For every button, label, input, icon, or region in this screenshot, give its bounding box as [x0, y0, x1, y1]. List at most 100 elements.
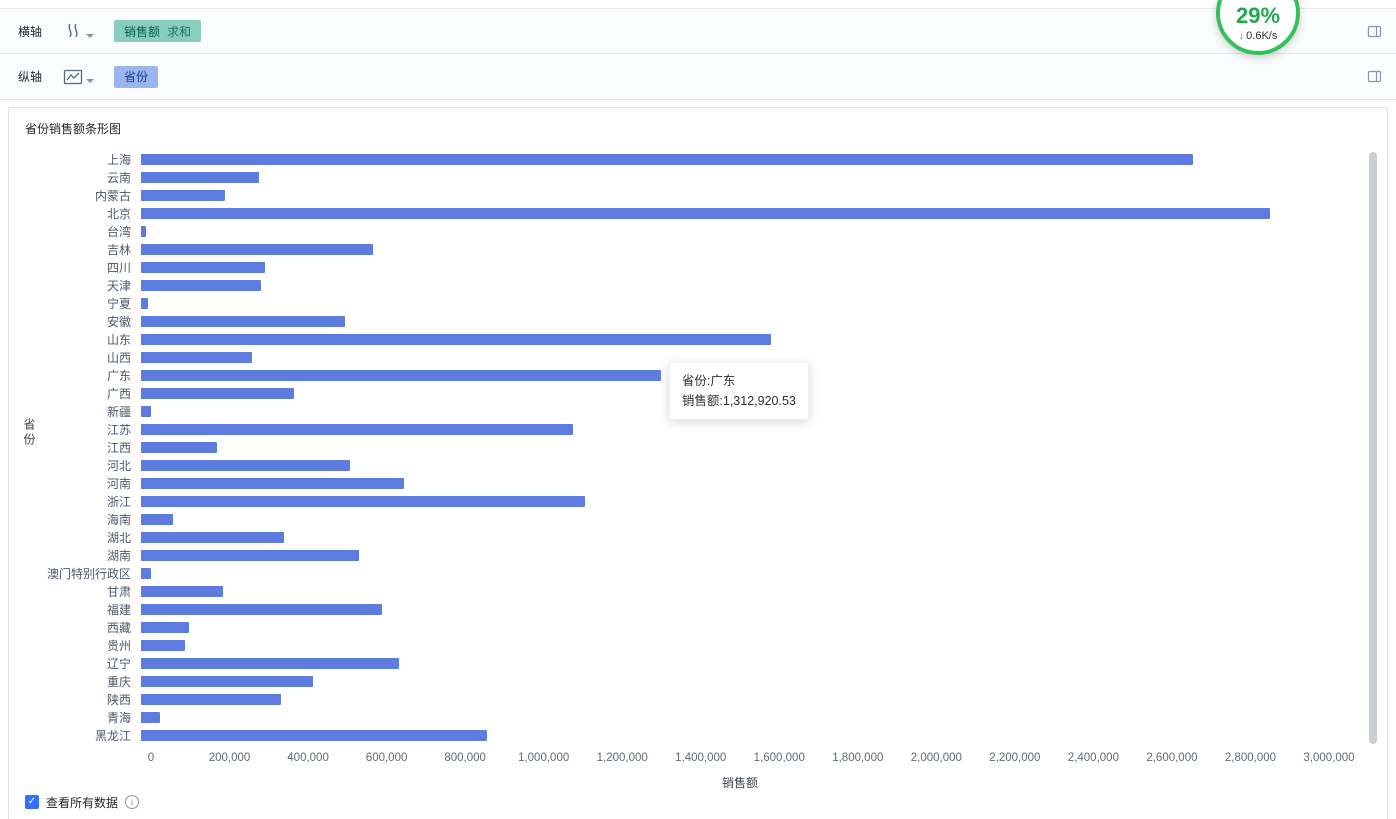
- bar[interactable]: [141, 189, 225, 201]
- bar[interactable]: [141, 153, 1193, 165]
- bar[interactable]: [141, 351, 252, 363]
- bar[interactable]: [141, 171, 259, 183]
- x-tick-label: 2,400,000: [1067, 752, 1119, 764]
- bar[interactable]: [141, 207, 1271, 219]
- bar-distribution-icon: [63, 21, 83, 41]
- bar[interactable]: [141, 711, 160, 723]
- bar[interactable]: [141, 693, 282, 705]
- bar[interactable]: [141, 261, 265, 273]
- chart-tooltip: 省份:广东 销售额:1,312,920.53: [668, 362, 809, 420]
- category-label: 浙江: [106, 494, 131, 509]
- bar[interactable]: [141, 513, 174, 525]
- bar-track: [141, 207, 1329, 219]
- bar-row: 青海: [25, 708, 1329, 726]
- scrollbar-thumb[interactable]: [1369, 152, 1377, 744]
- category-label: 北京: [106, 206, 131, 221]
- category-label: 辽宁: [106, 656, 131, 671]
- bar-track: [141, 387, 1329, 399]
- bar-track: [141, 333, 1329, 345]
- bar[interactable]: [141, 423, 574, 435]
- bar-track: [141, 297, 1329, 309]
- bar-track: [141, 567, 1329, 579]
- x-tick-label: 1,200,000: [596, 752, 648, 764]
- vertical-axis-pills: 省份: [114, 65, 1367, 88]
- axis-settings-icon[interactable]: [1367, 24, 1382, 39]
- bar-row: 河南: [25, 474, 1329, 492]
- category-label: 广西: [106, 386, 131, 401]
- axis-settings-icon[interactable]: [1367, 69, 1382, 84]
- category-label: 澳门特别行政区: [46, 566, 131, 581]
- bar[interactable]: [141, 549, 359, 561]
- bars-area: 上海 云南 内蒙古 北京 台湾 吉林 四川 天津 宁夏 安徽 山东 山西 广东 广西 新疆 江苏 江西 河北 河南浙…: [25, 150, 1329, 744]
- category-label: 海南: [106, 512, 131, 527]
- bar[interactable]: [141, 387, 295, 399]
- bar[interactable]: [141, 315, 345, 327]
- bar-track: [141, 369, 1329, 381]
- bar-row: 广西: [25, 384, 1329, 402]
- field-pill-sales[interactable]: 销售额 求和: [114, 20, 202, 42]
- bar-row: 湖北: [25, 528, 1329, 546]
- chart-type-dropdown[interactable]: [58, 21, 98, 41]
- bar-track: [141, 171, 1329, 183]
- bar-row: 广东: [25, 366, 1329, 384]
- bar[interactable]: [141, 225, 146, 237]
- bar-row: 安徽: [25, 312, 1329, 330]
- bar[interactable]: [141, 459, 350, 471]
- x-tick-label: 2,200,000: [989, 752, 1041, 764]
- bar[interactable]: [141, 603, 382, 615]
- bar[interactable]: [141, 567, 151, 579]
- bar[interactable]: [141, 495, 586, 507]
- bar-row: 贵州: [25, 636, 1329, 654]
- bar-row: 天津: [25, 276, 1329, 294]
- category-label: 内蒙古: [94, 188, 131, 203]
- category-label: 江西: [106, 440, 131, 455]
- category-label: 台湾: [106, 224, 131, 239]
- bar[interactable]: [141, 243, 373, 255]
- bar[interactable]: [141, 729, 487, 741]
- line-chart-icon: [63, 68, 83, 86]
- bar-track: [141, 243, 1329, 255]
- bar[interactable]: [141, 675, 314, 687]
- view-all-data-checkbox[interactable]: [25, 795, 39, 809]
- bar[interactable]: [141, 477, 404, 489]
- x-tick-label: 600,000: [365, 752, 408, 764]
- chart-type-dropdown[interactable]: [58, 68, 98, 86]
- y-axis-title: 省份: [22, 418, 36, 448]
- x-tick-label: 200,000: [208, 752, 251, 764]
- category-label: 陕西: [106, 692, 131, 707]
- bar-row: 江苏: [25, 420, 1329, 438]
- category-label: 新疆: [106, 404, 131, 419]
- bar[interactable]: [141, 639, 186, 651]
- bar-track: [141, 639, 1329, 651]
- chart-title: 省份销售额条形图: [25, 122, 122, 136]
- bar[interactable]: [141, 531, 284, 543]
- bar-track: [141, 459, 1329, 471]
- bar-row: 甘肃: [25, 582, 1329, 600]
- category-label: 河南: [106, 476, 131, 491]
- bar-row: 澳门特别行政区: [25, 564, 1329, 582]
- bar-row: 河北: [25, 456, 1329, 474]
- bar[interactable]: [141, 369, 661, 381]
- field-pill-province[interactable]: 省份: [114, 65, 159, 88]
- bar[interactable]: [141, 279, 261, 291]
- bar[interactable]: [141, 405, 151, 417]
- bar[interactable]: [141, 297, 149, 309]
- bar-row: 四川: [25, 258, 1329, 276]
- chevron-down-icon: [85, 34, 94, 38]
- bar-track: [141, 423, 1329, 435]
- field-pill-name: 省份: [124, 70, 149, 84]
- category-label: 湖北: [106, 530, 131, 545]
- bar-row: 浙江: [25, 492, 1329, 510]
- bar[interactable]: [141, 621, 189, 633]
- bar[interactable]: [141, 657, 399, 669]
- vertical-scrollbar[interactable]: [1369, 152, 1377, 744]
- bar[interactable]: [141, 441, 218, 453]
- info-icon[interactable]: i: [125, 795, 140, 809]
- bar-track: [141, 351, 1329, 363]
- bar-track: [141, 495, 1329, 507]
- category-label: 上海: [106, 152, 131, 167]
- bar[interactable]: [141, 333, 772, 345]
- x-tick-label: 2,000,000: [910, 752, 962, 764]
- bar[interactable]: [141, 585, 223, 597]
- x-tick-label: 800,000: [444, 752, 486, 764]
